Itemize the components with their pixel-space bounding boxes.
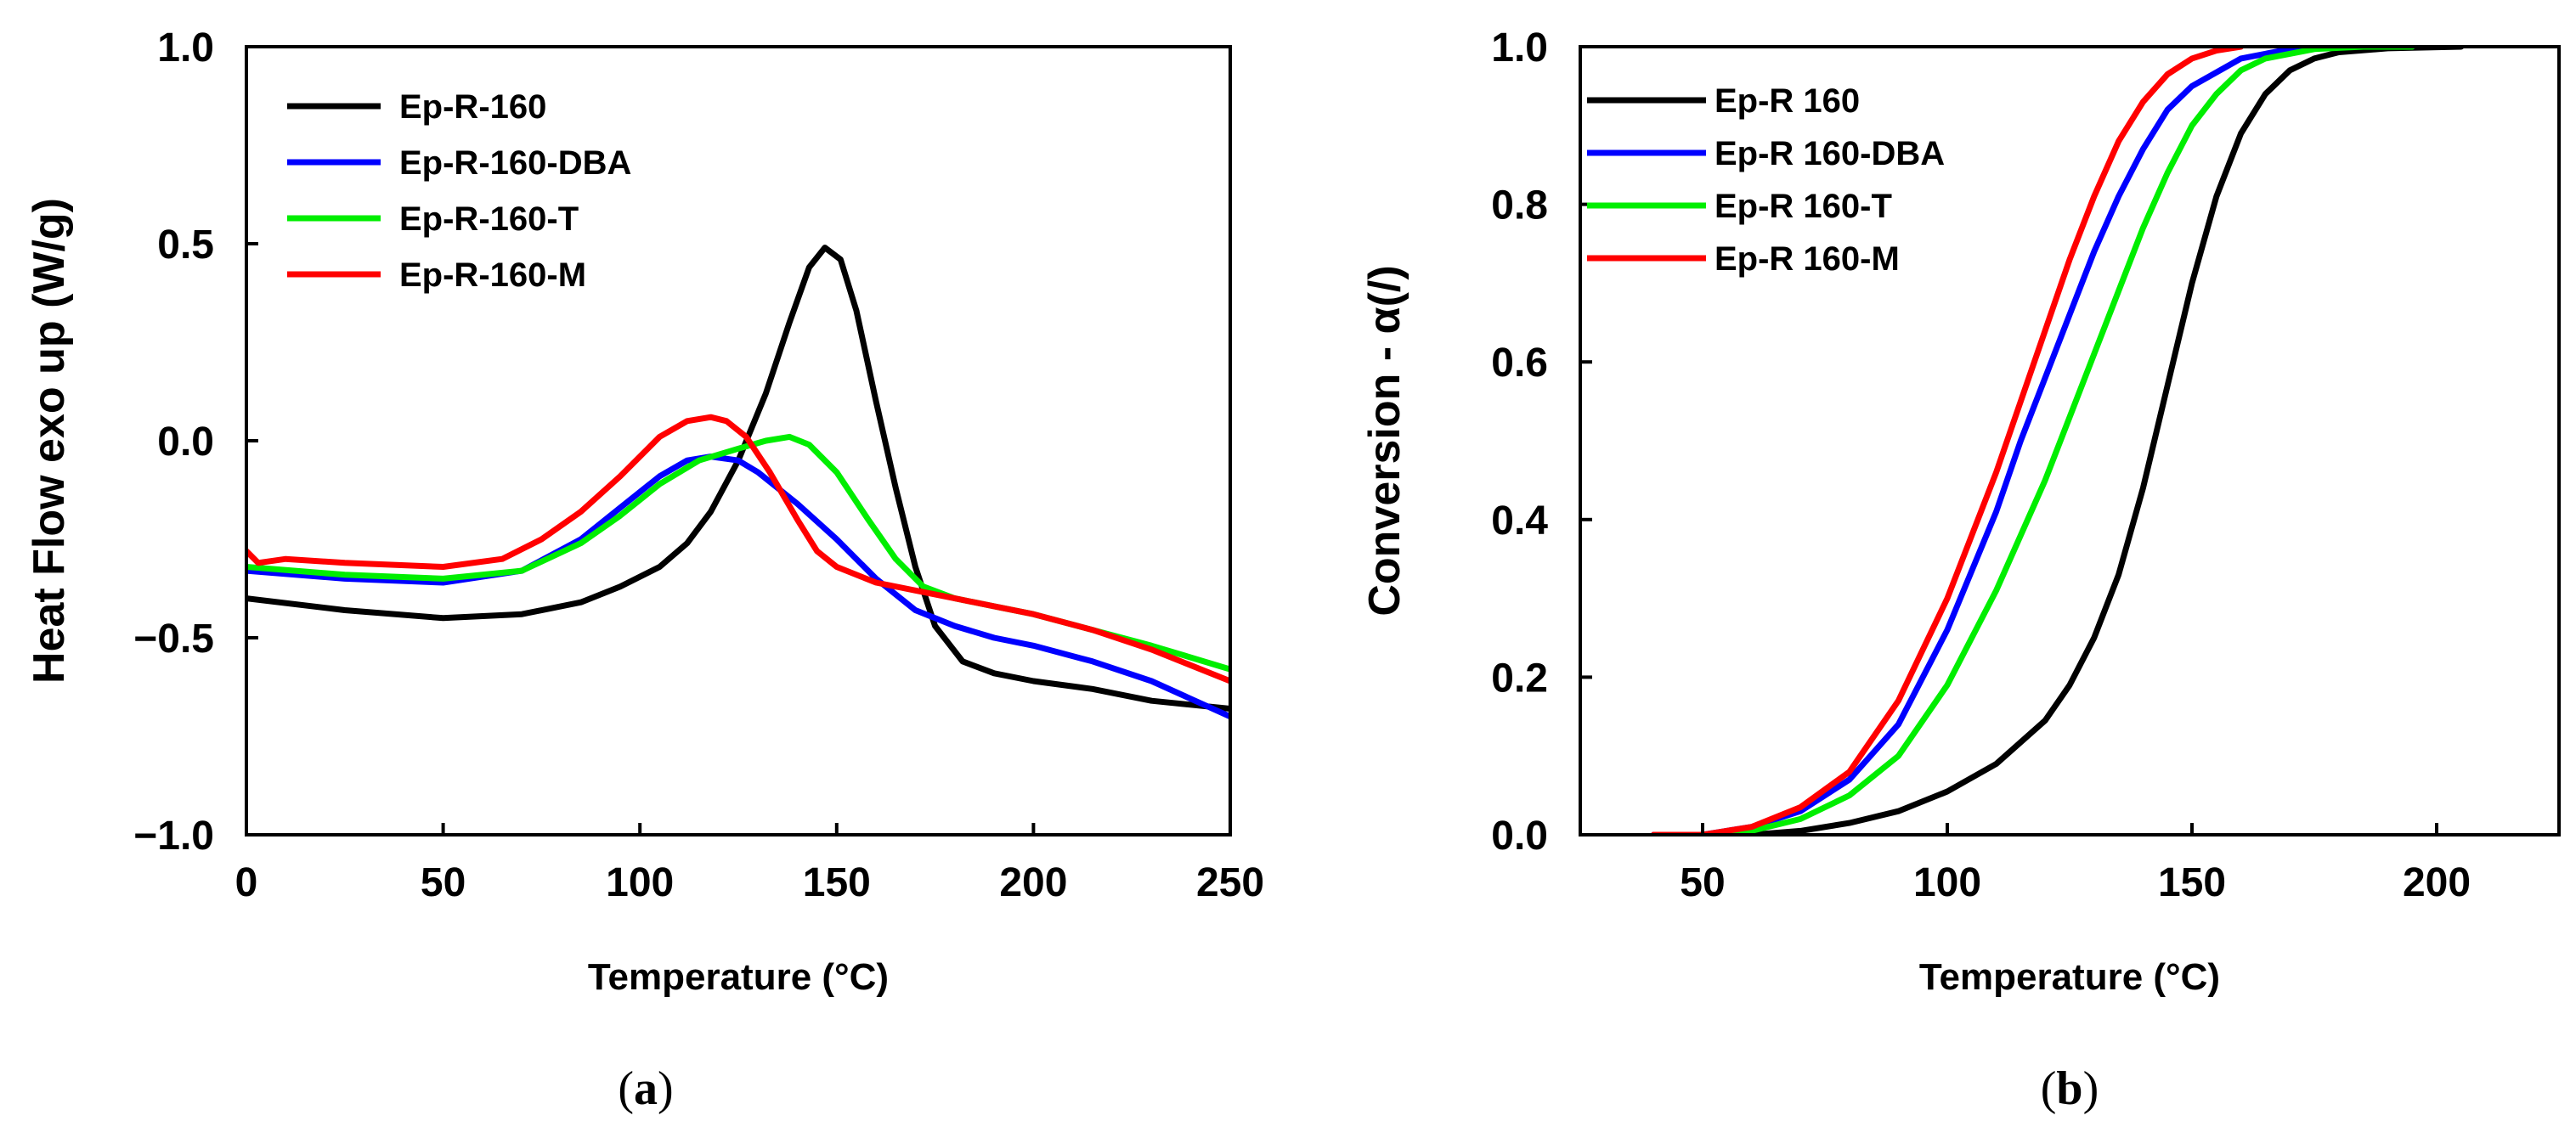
legend: Ep-R 160 Ep-R 160-DBA Ep-R 160-T Ep-R 160-M xyxy=(1587,82,1945,278)
legend-label: Ep-R-160 xyxy=(399,88,546,126)
series-line-4 xyxy=(246,414,1230,684)
y-tick-label: 0.5 xyxy=(157,223,214,268)
y-tick-label: 0.0 xyxy=(1491,814,1548,859)
x-tick-label: 150 xyxy=(2158,860,2226,905)
panel-b-conversion-chart: 50 100 150 200 0.0 0.2 0.4 0.6 0.8 1.0 Temperature… xyxy=(1360,25,2561,1115)
x-tick-label: 200 xyxy=(2403,860,2471,905)
x-tick-label: 50 xyxy=(421,860,466,905)
panel-a-heat-flow-chart: 0 50 100 150 200 250 −1.0 −0.5 0.0 0.5 1.0 Temperat… xyxy=(25,25,1264,1115)
x-tick-label: 100 xyxy=(1913,860,1981,905)
legend-label: Ep-R-160-M xyxy=(399,256,586,294)
y-tick-label: 1.0 xyxy=(157,25,214,70)
x-tick-label: 250 xyxy=(1196,860,1264,905)
series-line-1 xyxy=(1650,47,2465,835)
y-tick-label: 0.6 xyxy=(1491,341,1548,386)
x-axis-title: Temperature (°C) xyxy=(588,956,889,998)
x-tick-label: 200 xyxy=(999,860,1067,905)
legend-label: Ep-R 160 xyxy=(1715,82,1860,120)
x-tick-label: 0 xyxy=(235,860,258,905)
y-tick-label: 0.8 xyxy=(1491,183,1548,228)
x-axis-title: Temperature (°C) xyxy=(1919,956,2220,998)
legend: Ep-R-160 Ep-R-160-DBA Ep-R-160-T Ep-R-160-M xyxy=(287,88,631,294)
series-group xyxy=(1650,47,2465,835)
plot-frame xyxy=(245,45,1232,837)
series-line-2 xyxy=(246,453,1230,720)
series-line-3 xyxy=(246,433,1230,673)
x-tick-label: 50 xyxy=(1680,860,1725,905)
y-tick-label: −1.0 xyxy=(133,814,214,859)
legend-label: Ep-R 160-T xyxy=(1715,188,1892,225)
series-line-4 xyxy=(1650,47,2245,835)
series-line-2 xyxy=(1650,47,2415,835)
x-tick-label: 150 xyxy=(803,860,871,905)
y-axis-title: Heat Flow exo up (W/g) xyxy=(25,198,74,684)
y-tick-label: 0.0 xyxy=(157,420,214,465)
plot-frame xyxy=(1579,45,2561,837)
series-line-1 xyxy=(246,245,1230,712)
y-tick-label: 1.0 xyxy=(1491,25,1548,70)
legend-label: Ep-R 160-M xyxy=(1715,240,1900,278)
series-line-3 xyxy=(1699,47,2415,835)
y-tick-label: 0.4 xyxy=(1491,499,1548,544)
x-tick-label: 100 xyxy=(606,860,674,905)
y-axis-title: Conversion - α(/) xyxy=(1360,265,1409,616)
legend-label: Ep-R-160-DBA xyxy=(399,144,631,182)
legend-label: Ep-R-160-T xyxy=(399,200,579,238)
panel-label: (a) xyxy=(618,1062,673,1115)
series-group xyxy=(246,245,1230,720)
y-tick-label: −0.5 xyxy=(133,617,214,662)
panel-label: (b) xyxy=(2041,1062,2099,1115)
legend-label: Ep-R 160-DBA xyxy=(1715,135,1945,172)
y-tick-label: 0.2 xyxy=(1491,656,1548,701)
